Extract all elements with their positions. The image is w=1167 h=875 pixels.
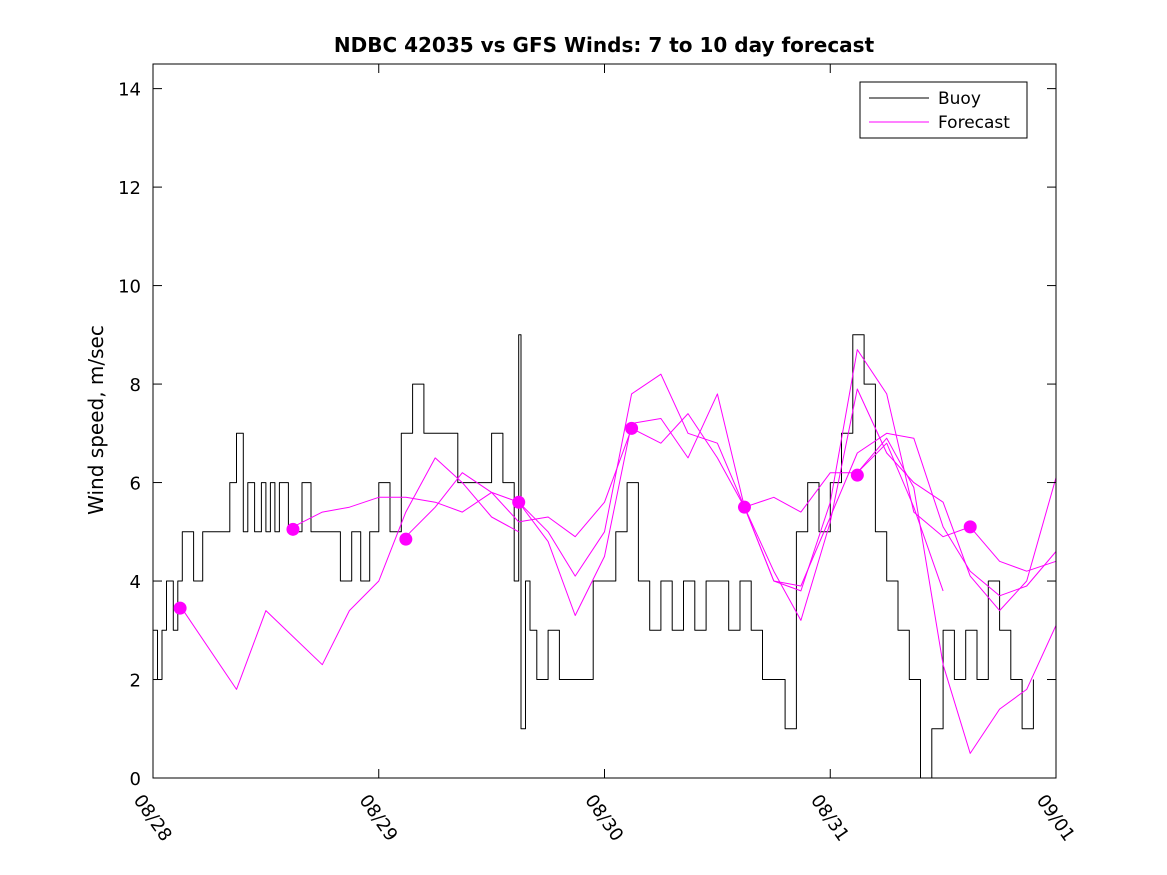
forecast-point (286, 522, 300, 536)
forecast-line-9 (856, 442, 944, 592)
forecast-point (399, 532, 413, 546)
forecast-line-2 (292, 428, 633, 538)
forecast-line-5 (631, 349, 971, 592)
y-tick-label: 4 (130, 572, 141, 593)
forecast-line-6 (744, 388, 1057, 621)
forecast-line-4 (518, 393, 858, 616)
forecast-point (625, 421, 639, 435)
y-tick-label: 2 (130, 671, 141, 692)
legend-forecast-label: Forecast (938, 113, 1010, 133)
y-axis-label: Wind speed, m/sec (84, 325, 108, 515)
forecast-line-1 (179, 457, 519, 690)
buoy-line (153, 334, 1034, 779)
chart-title: NDBC 42035 vs GFS Winds: 7 to 10 day for… (334, 33, 875, 57)
legend-buoy-label: Buoy (938, 89, 981, 109)
forecast-point (737, 500, 751, 514)
y-tick-label: 6 (130, 474, 141, 495)
legend: Buoy Forecast (859, 81, 1028, 139)
plot-content (153, 334, 1057, 779)
y-tick-label: 8 (130, 375, 141, 396)
forecast-line-10 (969, 526, 1057, 572)
forecast-line-3 (405, 373, 745, 577)
forecast-point (963, 520, 977, 534)
y-tick-label: 12 (118, 178, 141, 199)
forecast-point (173, 601, 187, 615)
y-tick-label: 10 (118, 277, 141, 298)
forecast-line-7 (744, 432, 1057, 597)
forecast-line-8 (856, 437, 1057, 754)
forecast-point (850, 468, 864, 482)
y-tick-label: 14 (118, 80, 141, 101)
forecast-point (512, 495, 526, 509)
legend-box (859, 81, 1028, 139)
y-tick-label: 0 (130, 769, 141, 790)
